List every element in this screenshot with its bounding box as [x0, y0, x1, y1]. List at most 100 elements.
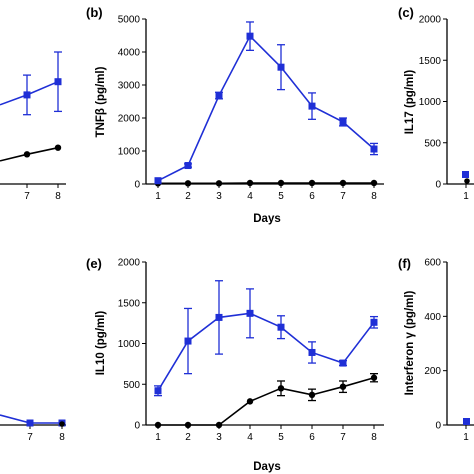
x-axis-label-e: Days	[253, 461, 281, 473]
panel-e-blue-point	[308, 348, 316, 356]
panel-a-black-line-lead	[0, 153, 28, 162]
panel-b-blue-point	[184, 162, 192, 170]
panel-a-black-point	[23, 151, 31, 158]
panel-e-black-point	[308, 391, 316, 399]
panel-c-x-tick-label: 1	[463, 191, 469, 202]
y-axis-label-b: TNFβ (pg/ml)	[95, 66, 107, 137]
panel-a-black-point	[54, 144, 62, 151]
panel-e-x-tick-label: 1	[155, 432, 161, 443]
panel-e-y-tick-label: 500	[123, 380, 140, 391]
panel-label-c: (c)	[398, 5, 414, 20]
panel-b-y-tick-label: 0	[134, 180, 140, 191]
panel-b-black-point	[370, 179, 378, 187]
panel-b-blue-line	[157, 34, 375, 182]
panel-c-y-tick-label: 1500	[419, 56, 442, 67]
panel-e-black-point	[339, 383, 347, 390]
panel-b-x-tick-label: 2	[185, 191, 191, 202]
panel-d-black-point	[59, 421, 65, 427]
panel-e-blue-point	[184, 337, 192, 345]
panel-b-x-tick-label: 3	[216, 191, 222, 202]
panel-b-y-tick-label: 2000	[118, 114, 141, 125]
panel-b-black-point	[308, 179, 316, 187]
panel-e-x-tick-label: 8	[371, 432, 377, 443]
panel-b-blue-point	[308, 102, 316, 110]
panel-e-y-tick-label: 0	[134, 421, 140, 432]
panel-e-blue-point	[246, 309, 254, 317]
y-axis-label-f: Interferon γ (pg/ml)	[404, 290, 416, 395]
panel-b-black-point	[215, 180, 223, 187]
panel-e-black-point	[246, 398, 254, 405]
panel-c-y-tick-label: 0	[435, 180, 441, 191]
panel-a-x-tick-label: 7	[24, 191, 30, 202]
panel-e-x-tick-label: 3	[216, 432, 222, 443]
panel-e-black-point	[154, 421, 162, 429]
panel-c-y-tick-label: 2000	[419, 15, 442, 26]
panel-c-black-point	[464, 178, 470, 184]
panel-b-black-point	[339, 179, 347, 187]
panel-e-black-point	[277, 385, 285, 392]
panel-e-blue-point	[215, 313, 223, 321]
y-axis-label-c: IL17 (pg/ml)	[404, 70, 416, 135]
panel-a-blue-line	[26, 80, 59, 96]
panel-e-y-tick-label: 1500	[118, 298, 141, 309]
panel-b-blue-point	[154, 177, 162, 185]
panel-b-x-tick-label: 7	[340, 191, 346, 202]
panel-e-black-line	[158, 376, 375, 426]
panel-e-blue-point	[339, 359, 347, 367]
panel-f-x-tick-label: 1	[463, 432, 469, 443]
panel-b-x-tick-label: 4	[247, 191, 253, 202]
panel-e-blue-line	[157, 312, 375, 392]
panel-b-blue-point	[339, 118, 347, 126]
panel-e-black-point	[370, 374, 378, 381]
panel-d-blue-line	[0, 414, 31, 424]
panel-e-x-tick-label: 7	[340, 432, 346, 443]
y-axis-label-e: IL10 (pg/ml)	[95, 311, 107, 376]
panel-f-blue-point	[463, 418, 470, 425]
panel-e-blue-point	[154, 387, 162, 395]
panel-d-x-tick-label: 7	[27, 432, 33, 443]
panel-b-black-point	[184, 180, 192, 187]
panel-a-black-line	[26, 146, 59, 156]
panel-e-x-tick-label: 6	[309, 432, 315, 443]
x-axis-label-b: Days	[253, 213, 281, 225]
panel-c-y-tick-label: 500	[424, 138, 441, 149]
panel-a-blue-point	[23, 91, 31, 99]
panel-b-y-tick-label: 5000	[118, 15, 141, 26]
panel-f-y-tick-label: 0	[435, 421, 441, 432]
panel-b-x-tick-label: 5	[278, 191, 284, 202]
panel-c-blue-point	[462, 171, 469, 178]
panel-e-x-tick-label: 5	[278, 432, 284, 443]
panel-b-blue-point	[277, 63, 285, 71]
panel-d-blue-point	[26, 419, 34, 427]
panel-a-blue-line-lead	[0, 94, 28, 106]
panel-e-y-tick-label: 2000	[118, 258, 141, 269]
panel-b-blue-point	[246, 32, 254, 40]
panel-e-black-point	[184, 421, 192, 429]
panel-e-black-point	[215, 421, 223, 429]
panel-label-e: (e)	[86, 256, 102, 271]
panel-a-blue-point	[54, 78, 62, 86]
panel-f-y-tick-label: 600	[424, 258, 441, 269]
panel-a-x-tick-label: 8	[55, 191, 61, 202]
panel-label-f: (f)	[398, 256, 411, 271]
panel-b-y-tick-label: 3000	[118, 81, 141, 92]
panel-b-x-tick-label: 1	[155, 191, 161, 202]
panel-e-y-tick-label: 1000	[118, 339, 141, 350]
panel-d-x-tick-label: 8	[59, 432, 65, 443]
panel-label-b: (b)	[86, 5, 103, 20]
panel-b-y-tick-label: 4000	[118, 48, 141, 59]
panel-b-x-tick-label: 8	[371, 191, 377, 202]
panel-e-x-tick-label: 2	[185, 432, 191, 443]
panel-f-y-tick-label: 400	[424, 312, 441, 323]
panel-b-blue-point	[370, 145, 378, 153]
panel-e-blue-point	[370, 318, 378, 326]
panel-b-blue-point	[215, 92, 223, 100]
panel-c-y-tick-label: 1000	[419, 97, 442, 108]
panel-b-black-point	[246, 179, 254, 187]
panel-b-black-point	[277, 179, 285, 187]
panel-f-y-tick-label: 200	[424, 366, 441, 377]
panel-e-x-tick-label: 4	[247, 432, 253, 443]
panel-b-y-tick-label: 1000	[118, 147, 141, 158]
